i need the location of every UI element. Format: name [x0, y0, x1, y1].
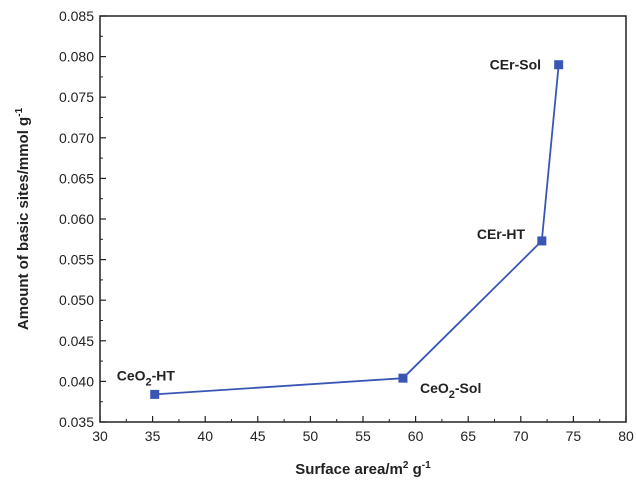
data-point: [554, 60, 564, 70]
point-label: CEr-HT: [477, 226, 526, 242]
y-tick-label: 0.045: [59, 333, 94, 349]
x-tick-label: 65: [460, 428, 476, 444]
point-label: CeO2-HT: [117, 367, 176, 388]
y-tick-label: 0.085: [59, 8, 94, 24]
y-axis-title: Amount of basic sites/mmol g-1: [14, 107, 32, 330]
x-tick-label: 55: [355, 428, 371, 444]
x-tick-label: 80: [618, 428, 634, 444]
x-tick-label: 35: [145, 428, 161, 444]
y-tick-label: 0.050: [59, 292, 94, 308]
data-point: [537, 236, 547, 246]
y-tick-label: 0.055: [59, 252, 94, 268]
x-axis-ticks: 30 35 40 45 50 55 60 65 70 75 80: [92, 416, 634, 444]
x-tick-label: 75: [566, 428, 582, 444]
x-tick-label: 30: [92, 428, 108, 444]
plot-frame: [99, 15, 627, 423]
data-point: [150, 389, 160, 399]
y-tick-label: 0.075: [59, 89, 94, 105]
x-tick-label: 40: [197, 428, 213, 444]
point-label: CeO2-Sol: [420, 380, 481, 401]
x-tick-label: 70: [513, 428, 529, 444]
point-label: CEr-Sol: [490, 57, 541, 73]
x-tick-label: 60: [408, 428, 424, 444]
series-layer: [150, 60, 564, 399]
y-tick-label: 0.035: [59, 414, 94, 430]
y-tick-label: 0.060: [59, 211, 94, 227]
data-point: [398, 373, 408, 383]
series-line: [154, 64, 560, 396]
y-tick-label: 0.070: [59, 130, 94, 146]
x-tick-label: 50: [303, 428, 319, 444]
point-labels: CeO2-HT CeO2-Sol CEr-HT CEr-Sol: [117, 57, 541, 401]
y-axis-ticks: 0.035 0.040 0.045 0.050 0.055 0.060 0.065 0.070…: [59, 8, 106, 430]
x-tick-label: 45: [250, 428, 266, 444]
y-tick-label: 0.040: [59, 373, 94, 389]
y-tick-label: 0.080: [59, 49, 94, 65]
y-tick-label: 0.065: [59, 170, 94, 186]
x-axis-title: Surface area/m2 g-1: [295, 460, 431, 478]
